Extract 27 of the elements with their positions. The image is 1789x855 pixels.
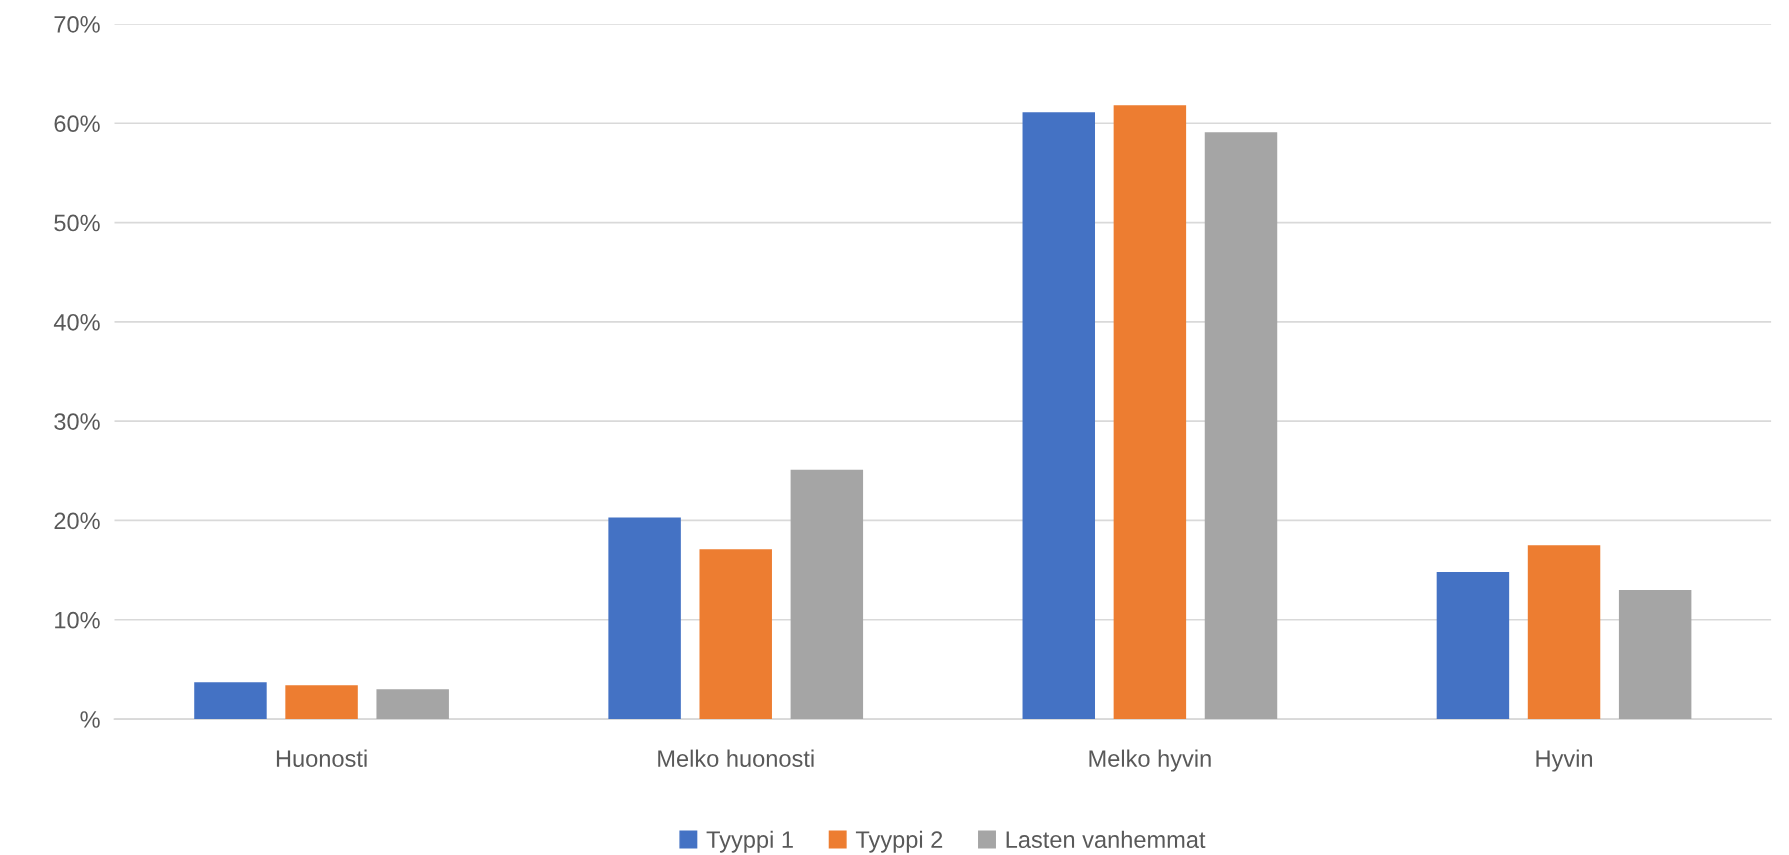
x-tick-label: Hyvin [1536, 749, 1593, 772]
y-tick-label: 30% [54, 413, 100, 430]
legend-label: Tyyppi 2 [855, 830, 943, 853]
x-tick-label: Melko huonosti [658, 749, 814, 767]
bar [1022, 112, 1095, 720]
bar [285, 685, 358, 720]
x-tick-label: Huonosti [276, 749, 367, 767]
bar [1113, 105, 1187, 720]
bar [376, 689, 449, 720]
x-tick-label: Melko hyvin [1089, 749, 1211, 772]
bar [790, 469, 864, 720]
legend-label: Lasten vanhemmat [1006, 830, 1206, 849]
y-tick-label: 40% [53, 313, 100, 331]
bar [1618, 589, 1692, 720]
y-tick-label: 50% [54, 214, 100, 232]
y-tick-label: 20% [54, 512, 100, 530]
legend-label: Tyyppi 1 [706, 830, 793, 853]
bar [1204, 132, 1278, 720]
bar [1436, 572, 1510, 720]
bar [608, 517, 681, 720]
y-tick-label: 10% [55, 611, 100, 629]
y-tick-label: 60% [54, 115, 100, 133]
bar [1527, 545, 1601, 720]
y-tick-label: % [80, 711, 100, 728]
bar [699, 549, 772, 720]
y-tick-label: 70% [54, 16, 100, 33]
bar [194, 682, 267, 720]
